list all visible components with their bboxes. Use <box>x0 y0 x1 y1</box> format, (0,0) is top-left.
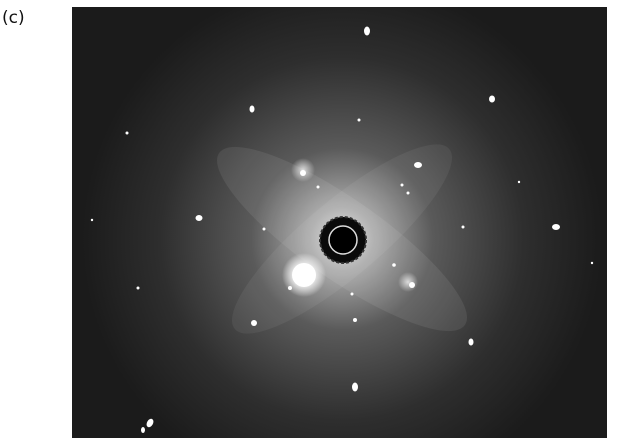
panel-label: (c) <box>2 8 25 28</box>
bright-spot <box>398 272 418 292</box>
bright-spot <box>292 263 316 287</box>
diffraction-spots <box>90 26 594 433</box>
beam-stop-center <box>328 225 358 255</box>
diffraction-pattern-image <box>72 7 607 438</box>
